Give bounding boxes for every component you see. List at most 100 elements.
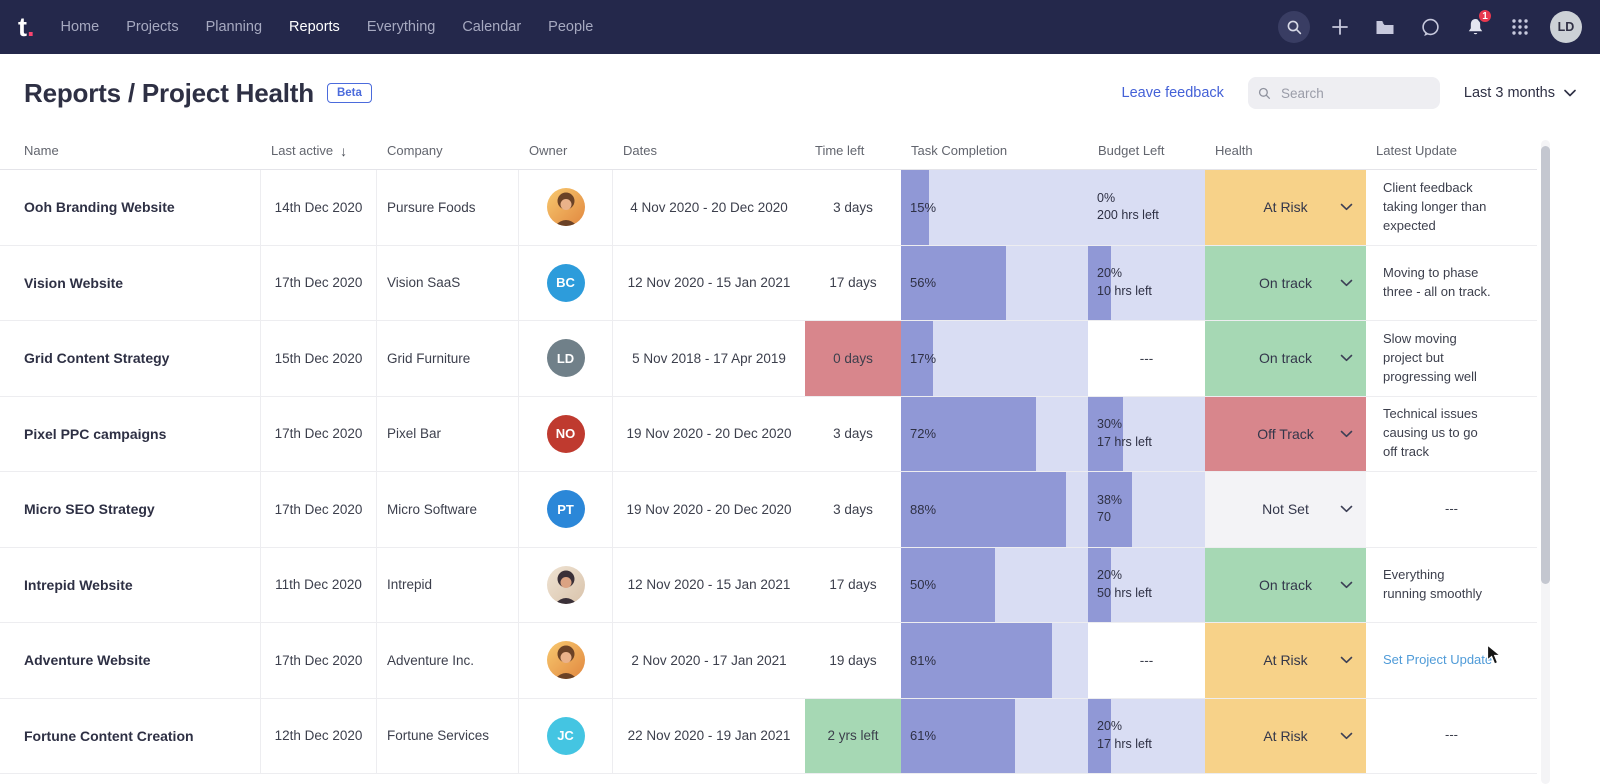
completion-percent-label: 15% (910, 199, 937, 215)
project-name-cell[interactable]: Vision Website (0, 245, 261, 321)
project-name-cell[interactable]: Micro SEO Strategy (0, 472, 261, 548)
avatar-photo[interactable] (546, 641, 585, 680)
table-row[interactable]: Intrepid Website 11th Dec 2020 Intrepid 12 … (0, 547, 1537, 623)
table-row[interactable]: Pixel PPC campaigns 17th Dec 2020 Pixel Ba… (0, 396, 1537, 472)
set-project-update-link[interactable]: Set Project Update (1383, 651, 1493, 667)
health-cell[interactable]: At Risk (1205, 170, 1366, 246)
health-cell[interactable]: Off Track (1205, 396, 1366, 472)
health-cell[interactable]: On track (1205, 547, 1366, 623)
company-cell: Pursure Foods (377, 170, 519, 246)
column-header-dates[interactable]: Dates (613, 143, 805, 158)
budget-bar-fill (1088, 245, 1112, 320)
owner-avatar[interactable]: BC (546, 263, 585, 302)
column-header-task-completion[interactable]: Task Completion (901, 143, 1088, 158)
completion-bar-track (901, 170, 1088, 245)
user-avatar[interactable]: LD (1550, 11, 1582, 43)
avatar-photo[interactable] (546, 565, 585, 604)
health-chevron-icon[interactable] (1340, 430, 1353, 438)
scrollbar-thumb[interactable] (1541, 146, 1550, 584)
health-chevron-icon[interactable] (1340, 732, 1353, 740)
avatar-photo[interactable] (546, 188, 585, 227)
completion-percent-label: 61% (910, 728, 937, 744)
app-logo[interactable]: t. (18, 11, 35, 42)
health-chevron-icon[interactable] (1340, 354, 1353, 362)
health-chevron-icon[interactable] (1340, 656, 1353, 664)
project-name-cell[interactable]: Grid Content Strategy (0, 321, 261, 397)
add-icon[interactable] (1325, 12, 1355, 42)
nav-item-planning[interactable]: Planning (205, 19, 263, 35)
column-label: Owner (529, 143, 568, 158)
health-cell[interactable]: At Risk (1205, 623, 1366, 699)
nav-item-people[interactable]: People (548, 19, 594, 35)
nav-item-calendar[interactable]: Calendar (462, 19, 522, 35)
column-header-budget-left[interactable]: Budget Left (1088, 143, 1205, 158)
health-chevron-icon[interactable] (1340, 581, 1353, 589)
apps-grid-icon[interactable] (1505, 12, 1535, 42)
completion-bar-fill (901, 170, 930, 245)
column-label: Last active (271, 143, 334, 158)
completion-bar-fill (901, 321, 933, 396)
health-chevron-icon[interactable] (1340, 505, 1353, 513)
table-header: Name Last active ↓ Company Owner Dates Time le… (0, 132, 1537, 170)
table-row[interactable]: Vision Website 17th Dec 2020 Vision SaaS BC… (0, 245, 1537, 321)
vertical-scrollbar[interactable] (1541, 140, 1550, 784)
project-name-cell[interactable]: Ooh Branding Website (0, 170, 261, 246)
column-header-owner[interactable]: Owner (519, 143, 613, 158)
health-cell[interactable]: Not Set (1205, 472, 1366, 548)
completion-bar-fill (901, 472, 1066, 547)
folder-icon[interactable] (1370, 12, 1400, 42)
project-name-cell[interactable]: Adventure Website (0, 623, 261, 699)
dates-cell: 12 Nov 2020 - 15 Jan 2021 (613, 246, 805, 321)
project-name-cell[interactable]: Intrepid Website (0, 547, 261, 623)
owner-cell: BC (519, 245, 613, 321)
column-header-last-active[interactable]: Last active ↓ (261, 143, 377, 159)
health-chevron-icon[interactable] (1340, 203, 1353, 211)
leave-feedback-link[interactable]: Leave feedback (1121, 85, 1224, 101)
nav-item-home[interactable]: Home (60, 19, 100, 35)
message-icon[interactable] (1415, 12, 1445, 42)
dates-cell: 4 Nov 2020 - 20 Dec 2020 (613, 170, 805, 246)
table-row[interactable]: Adventure Website 17th Dec 2020 Adventure … (0, 623, 1537, 699)
health-chevron-icon[interactable] (1340, 279, 1353, 287)
search-box[interactable] (1247, 77, 1440, 109)
owner-avatar[interactable]: JC (546, 716, 585, 755)
last-active-cell: 17th Dec 2020 (261, 623, 377, 699)
company-cell: Intrepid (377, 547, 519, 623)
latest-update-text: Slow moving project but progressing well (1383, 330, 1477, 384)
sort-descending-icon[interactable]: ↓ (340, 142, 348, 159)
health-cell[interactable]: On track (1205, 321, 1366, 397)
table-row[interactable]: Fortune Content Creation 12th Dec 2020 For… (0, 698, 1537, 774)
latest-update-text: Client feedback taking longer than expec… (1383, 179, 1487, 233)
date-range-label: Last 3 months (1463, 85, 1555, 101)
date-range-dropdown[interactable]: Last 3 months (1464, 85, 1576, 101)
table-row[interactable]: Grid Content Strategy 15th Dec 2020 Grid F… (0, 321, 1537, 397)
owner-avatar[interactable]: PT (546, 490, 585, 529)
column-header-time-left[interactable]: Time left (805, 143, 901, 158)
column-header-company[interactable]: Company (377, 143, 519, 158)
health-cell[interactable]: On track (1205, 245, 1366, 321)
owner-cell: LD (519, 321, 613, 397)
project-name-cell[interactable]: Fortune Content Creation (0, 698, 261, 774)
owner-avatar[interactable]: NO (546, 414, 585, 453)
latest-update-cell: Client feedback taking longer than expec… (1366, 170, 1537, 246)
nav-item-reports[interactable]: Reports (289, 19, 340, 35)
owner-avatar[interactable]: LD (546, 339, 585, 378)
column-header-health[interactable]: Health (1205, 143, 1366, 158)
nav-item-everything[interactable]: Everything (366, 19, 436, 35)
column-header-latest-update[interactable]: Latest Update (1366, 143, 1537, 158)
health-cell[interactable]: At Risk (1205, 698, 1366, 774)
table-row[interactable]: Ooh Branding Website 14th Dec 2020 Pursure… (0, 170, 1537, 246)
budget-label: 20% 17 hrs left (1097, 719, 1152, 751)
column-header-name[interactable]: Name (0, 143, 261, 158)
completion-bar-fill (901, 698, 1016, 773)
table-row[interactable]: Micro SEO Strategy 17th Dec 2020 Micro Sof… (0, 472, 1537, 548)
nav-item-projects[interactable]: Projects (126, 19, 179, 35)
project-name-cell[interactable]: Pixel PPC campaigns (0, 396, 261, 472)
search-input[interactable] (1279, 84, 1430, 102)
owner-cell (519, 547, 613, 623)
page-header-right: Leave feedback Last 3 months (1122, 77, 1576, 109)
bell-icon[interactable]: 1 (1460, 8, 1493, 42)
latest-update-cell: --- (1366, 699, 1537, 774)
search-icon[interactable] (1278, 11, 1310, 43)
time-left-cell: 17 days (805, 548, 901, 623)
